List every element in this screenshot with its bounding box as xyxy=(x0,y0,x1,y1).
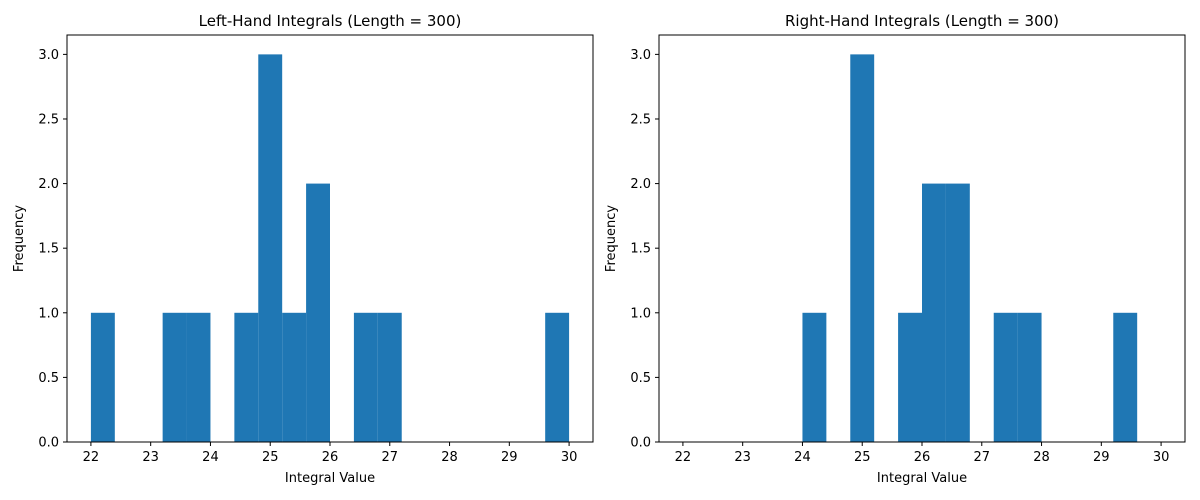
x-tick-label: 27 xyxy=(973,450,990,465)
y-tick-label: 3.0 xyxy=(630,48,651,63)
y-tick-label: 2.5 xyxy=(630,112,651,127)
histogram-bar xyxy=(945,183,970,443)
x-tick-label: 29 xyxy=(501,450,518,465)
x-axis-label: Integral Value xyxy=(285,471,375,486)
x-tick-label: 23 xyxy=(142,450,159,465)
y-tick-label: 2.5 xyxy=(38,112,59,127)
x-tick-label: 24 xyxy=(202,450,219,465)
y-tick-label: 1.0 xyxy=(630,306,651,321)
y-tick-label: 2.0 xyxy=(38,177,59,192)
right-hand-histogram: Right-Hand Integrals (Length = 300) 22 23 2… xyxy=(604,12,1186,486)
x-tick-label: 29 xyxy=(1093,450,1110,465)
x-tick-label: 23 xyxy=(734,450,751,465)
histogram-bar xyxy=(306,183,330,443)
y-tick-label: 3.0 xyxy=(38,48,59,63)
histogram-bar xyxy=(922,183,946,443)
histogram-bar xyxy=(377,312,402,442)
x-tick-label: 27 xyxy=(381,450,398,465)
y-axis-label: Frequency xyxy=(604,205,619,272)
y-tick-label: 1.0 xyxy=(38,306,59,321)
y-tick-label: 1.5 xyxy=(630,242,651,257)
histogram-bar xyxy=(234,312,259,442)
histogram-bar xyxy=(993,312,1018,442)
y-tick-label: 0.5 xyxy=(38,371,59,386)
x-tick-label: 22 xyxy=(83,450,100,465)
histogram-bar xyxy=(802,312,827,442)
histogram-bar xyxy=(282,312,307,442)
y-tick-label: 0.0 xyxy=(630,436,651,451)
chart-title: Left-Hand Integrals (Length = 300) xyxy=(199,12,462,30)
x-tick-label: 25 xyxy=(854,450,871,465)
x-tick-label: 30 xyxy=(1153,450,1170,465)
x-tick-label: 26 xyxy=(914,450,931,465)
y-tick-label: 2.0 xyxy=(630,177,651,192)
left-hand-histogram: Left-Hand Integrals (Length = 300) 22 23 24… xyxy=(12,12,594,486)
histogram-bar xyxy=(90,312,115,442)
histogram-bar xyxy=(898,312,922,442)
histogram-bar xyxy=(545,312,570,442)
histogram-bar xyxy=(1113,312,1138,442)
histogram-bar xyxy=(186,312,211,442)
histogram-bar xyxy=(353,312,378,442)
x-tick-label: 22 xyxy=(675,450,692,465)
x-tick-label: 28 xyxy=(441,450,458,465)
histogram-bar xyxy=(850,54,875,442)
x-tick-label: 25 xyxy=(262,450,279,465)
x-tick-label: 30 xyxy=(561,450,578,465)
y-tick-label: 0.5 xyxy=(630,371,651,386)
x-tick-label: 26 xyxy=(322,450,339,465)
x-tick-label: 24 xyxy=(794,450,811,465)
y-tick-label: 1.5 xyxy=(38,242,59,257)
y-tick-label: 0.0 xyxy=(38,436,59,451)
y-axis-label: Frequency xyxy=(12,205,27,272)
chart-title: Right-Hand Integrals (Length = 300) xyxy=(785,12,1059,30)
x-tick-label: 28 xyxy=(1033,450,1050,465)
x-axis-label: Integral Value xyxy=(877,471,967,486)
histogram-bar xyxy=(258,54,283,442)
histogram-bar xyxy=(162,312,187,442)
histogram-bar xyxy=(1017,312,1042,442)
